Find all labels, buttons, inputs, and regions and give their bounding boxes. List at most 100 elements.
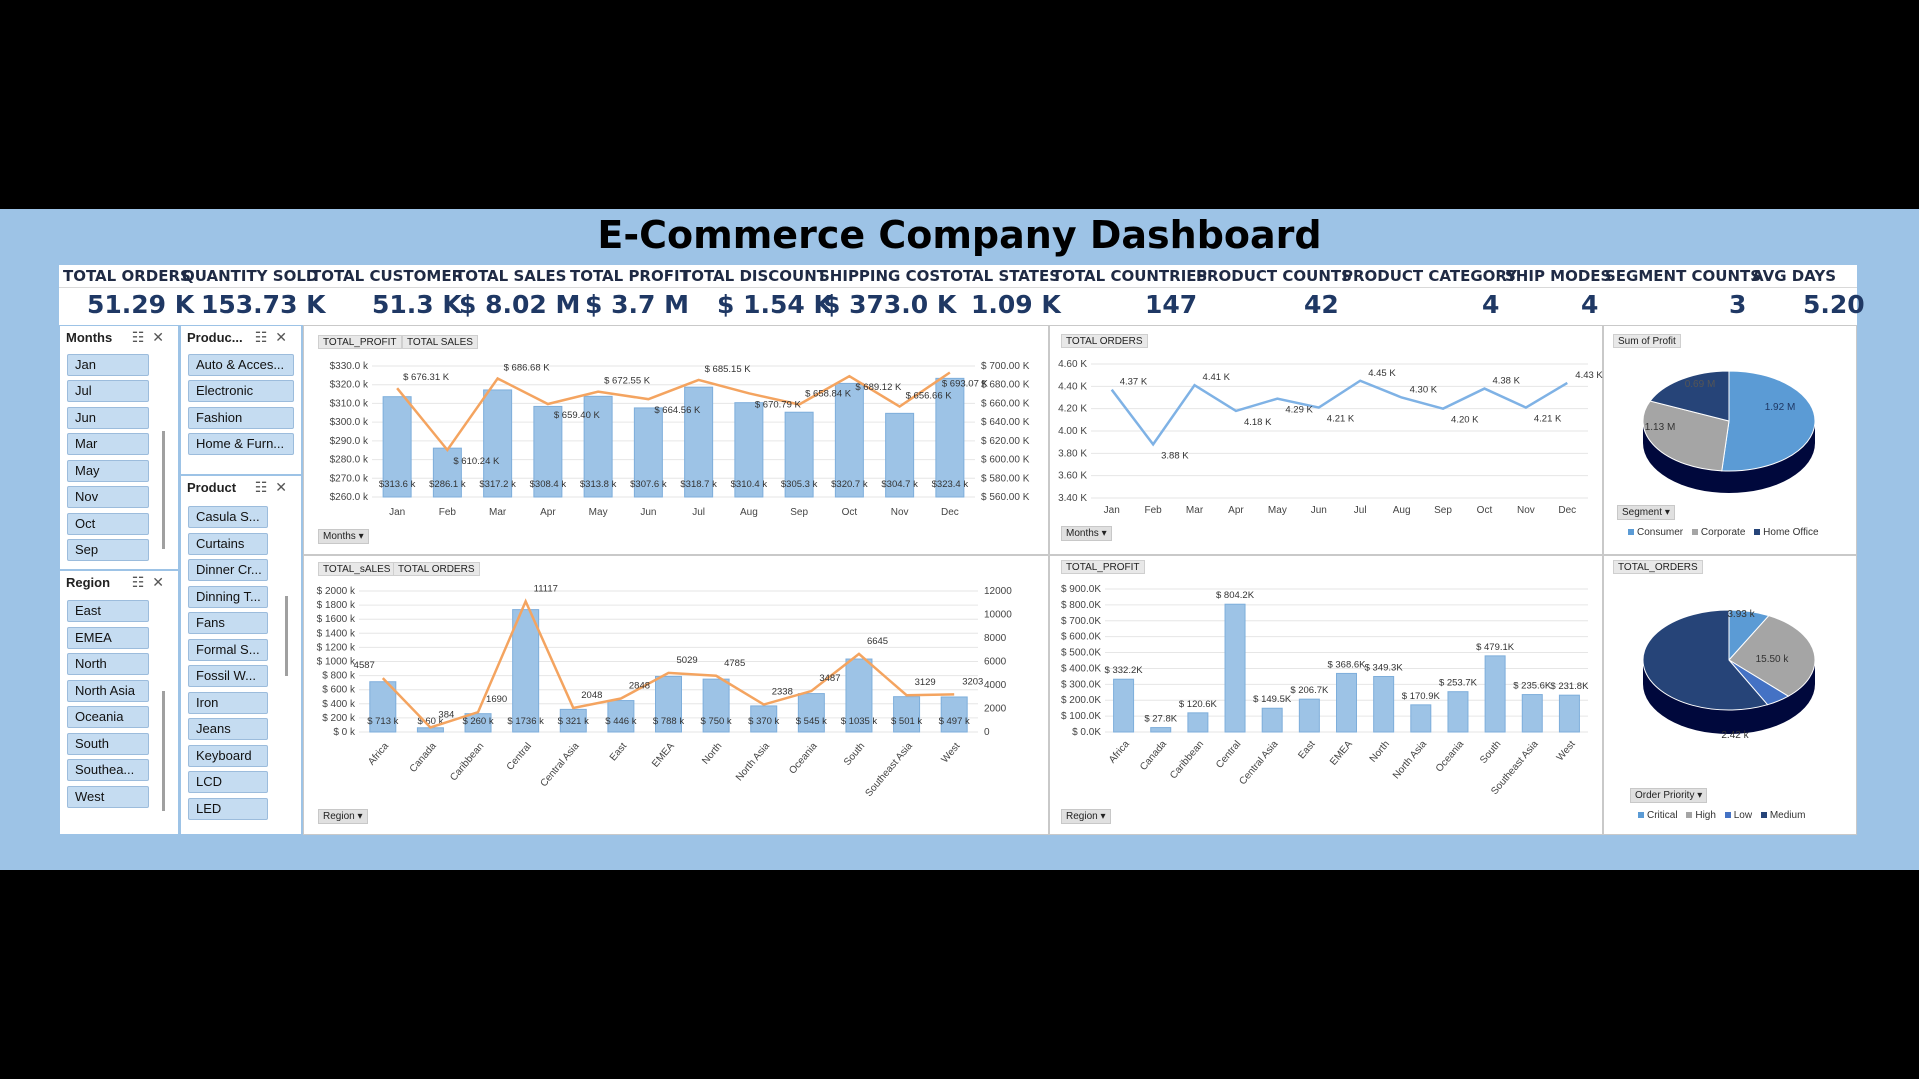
slicer-item-emea[interactable]: EMEA	[67, 627, 149, 649]
kpi-total-profit-value: $ 3.7 M	[585, 290, 689, 319]
kpi-product-category-label: PRODUCT CATEGORY	[1342, 267, 1517, 285]
region-slicer-scrollbar[interactable]	[162, 691, 165, 811]
chevron-down-icon: ▾	[1101, 528, 1107, 539]
slicer-item-oct[interactable]: Oct	[67, 513, 149, 535]
kpi-total-profit-label: TOTAL PROFIT	[570, 267, 690, 285]
months-axis-dropdown[interactable]: Months ▾	[318, 529, 369, 544]
slicer-item-curtains[interactable]: Curtains	[188, 533, 268, 555]
slicer-item-southeast[interactable]: Southea...	[67, 759, 149, 781]
order-priority-dropdown[interactable]: Order Priority ▾	[1630, 788, 1708, 803]
chevron-down-icon: ▾	[1697, 790, 1703, 801]
field-button-total-orders[interactable]: TOTAL ORDERS	[393, 562, 480, 576]
dashboard-title: E-Commerce Company Dashboard	[597, 213, 1322, 257]
kpi-total-sales-value: $ 8.02 M	[459, 290, 581, 319]
kpi-segment-counts-label: SEGMENT COUNTS	[1605, 267, 1762, 285]
slicer-item-north[interactable]: North	[67, 653, 149, 675]
slicer-item-casual-shoes[interactable]: Casula S...	[188, 506, 268, 528]
kpi-total-states-label: TOTAL STATES	[940, 267, 1061, 285]
profit-by-region-panel	[1049, 555, 1603, 835]
corporate-swatch	[1691, 529, 1698, 535]
multi-select-icon[interactable]: ☷✕	[131, 574, 172, 590]
kpi-total-discount-label: TOTAL DISCOUNT	[681, 267, 828, 285]
field-button-total-sales[interactable]: TOTAL SALES	[402, 335, 478, 349]
multi-select-icon[interactable]: ☷✕	[254, 479, 295, 495]
legend-low: Low	[1733, 810, 1753, 821]
slicer-item-mar[interactable]: Mar	[67, 433, 149, 455]
months-slicer: Months ☷✕ Jan Jul Jun Mar May Nov Oct Se…	[59, 325, 179, 570]
segment-dropdown[interactable]: Segment ▾	[1617, 505, 1675, 520]
kpi-avg-days-label: AVG DAYS	[1752, 267, 1837, 285]
months-axis-label: Months	[1066, 528, 1099, 539]
slicer-item-iron[interactable]: Iron	[188, 692, 268, 714]
legend-home-office: Home Office	[1763, 527, 1819, 538]
chevron-down-icon: ▾	[1664, 507, 1670, 518]
slicer-item-fossil-watch[interactable]: Fossil W...	[188, 665, 268, 687]
order-priority-dropdown-label: Order Priority	[1635, 790, 1695, 801]
multi-select-icon[interactable]: ☷✕	[131, 329, 172, 345]
field-button-total-profit[interactable]: TOTAL_PROFIT	[1061, 560, 1145, 574]
region-axis-dropdown[interactable]: Region ▾	[1061, 809, 1111, 824]
slicer-item-led[interactable]: LED	[188, 798, 268, 820]
slicer-item-dinner-crockery[interactable]: Dinner Cr...	[188, 559, 268, 581]
field-button-total-orders[interactable]: TOTAL ORDERS	[1061, 334, 1148, 348]
field-button-total-profit[interactable]: TOTAL_PROFIT	[318, 335, 402, 349]
slicer-item-lcd[interactable]: LCD	[188, 771, 268, 793]
field-button-total-sales[interactable]: TOTAL_sALES	[318, 562, 396, 576]
region-slicer-title: Region	[66, 575, 111, 590]
slicer-item-fans[interactable]: Fans	[188, 612, 268, 634]
kpi-ship-modes-value: 4	[1581, 290, 1599, 319]
months-axis-dropdown[interactable]: Months ▾	[1061, 526, 1112, 541]
kpi-quantity-sold-value: 153.73 K	[201, 290, 326, 319]
slicer-item-jul[interactable]: Jul	[67, 380, 149, 402]
slicer-item-may[interactable]: May	[67, 460, 149, 482]
kpi-quantity-sold-label: QUANTITY SOLD	[182, 267, 319, 285]
product-slicer-scrollbar[interactable]	[285, 596, 288, 676]
product-category-slicer: Produc... ☷✕ Auto & Acces... Electronic …	[180, 325, 302, 475]
slicer-item-jun[interactable]: Jun	[67, 407, 149, 429]
slicer-item-fashion[interactable]: Fashion	[188, 407, 294, 429]
slicer-item-nov[interactable]: Nov	[67, 486, 149, 508]
product-slicer: Product ☷✕ Casula S... Curtains Dinner C…	[180, 475, 302, 835]
segment-legend: Consumer Corporate Home Office	[1622, 527, 1819, 538]
slicer-item-west[interactable]: West	[67, 786, 149, 808]
slicer-item-sep[interactable]: Sep	[67, 539, 149, 561]
kpi-total-discount-value: $ 1.54 K	[717, 290, 833, 319]
slicer-item-formal-shoes[interactable]: Formal S...	[188, 639, 268, 661]
consumer-swatch	[1628, 529, 1634, 535]
kpi-total-sales-label: TOTAL SALES	[455, 267, 567, 285]
kpi-total-orders-label: TOTAL ORDERS	[63, 267, 191, 285]
kpi-total-customer-value: 51.3 K	[372, 290, 462, 319]
slicer-item-south[interactable]: South	[67, 733, 149, 755]
high-swatch	[1686, 812, 1693, 818]
slicer-item-jan[interactable]: Jan	[67, 354, 149, 376]
region-axis-label: Region	[1066, 811, 1098, 822]
kpi-avg-days-value: 5.20	[1803, 290, 1865, 319]
months-slicer-scrollbar[interactable]	[162, 431, 165, 549]
field-button-total-orders[interactable]: TOTAL_ORDERS	[1613, 560, 1703, 574]
slicer-item-north-asia[interactable]: North Asia	[67, 680, 149, 702]
home-office-swatch	[1754, 529, 1761, 535]
chevron-down-icon: ▾	[357, 811, 363, 822]
slicer-item-auto-accessories[interactable]: Auto & Acces...	[188, 354, 294, 376]
kpi-total-countries-value: 147	[1145, 290, 1198, 319]
slicer-item-dinning-tables[interactable]: Dinning T...	[188, 586, 268, 608]
slicer-item-east[interactable]: East	[67, 600, 149, 622]
multi-select-icon[interactable]: ☷✕	[254, 329, 295, 345]
months-slicer-title: Months	[66, 330, 113, 345]
kpi-total-customer-label: TOTAL CUSTOMER	[311, 267, 464, 285]
slicer-item-electronic[interactable]: Electronic	[188, 380, 294, 402]
kpi-ship-modes-label: SHIP MODES	[1505, 267, 1612, 285]
slicer-item-keyboard[interactable]: Keyboard	[188, 745, 268, 767]
field-button-sum-of-profit[interactable]: Sum of Profit	[1613, 334, 1681, 348]
chevron-down-icon: ▾	[358, 531, 364, 542]
region-axis-label: Region	[323, 811, 355, 822]
slicer-item-oceania[interactable]: Oceania	[67, 706, 149, 728]
region-slicer: Region ☷✕ East EMEA North North Asia Oce…	[59, 570, 179, 835]
kpi-total-countries-label: TOTAL COUNTRIES	[1052, 267, 1208, 285]
legend-corporate: Corporate	[1700, 527, 1746, 538]
chevron-down-icon: ▾	[1100, 811, 1106, 822]
slicer-item-jeans[interactable]: Jeans	[188, 718, 268, 740]
slicer-item-home-furniture[interactable]: Home & Furn...	[188, 433, 294, 455]
legend-critical: Critical	[1647, 810, 1678, 821]
region-axis-dropdown[interactable]: Region ▾	[318, 809, 368, 824]
